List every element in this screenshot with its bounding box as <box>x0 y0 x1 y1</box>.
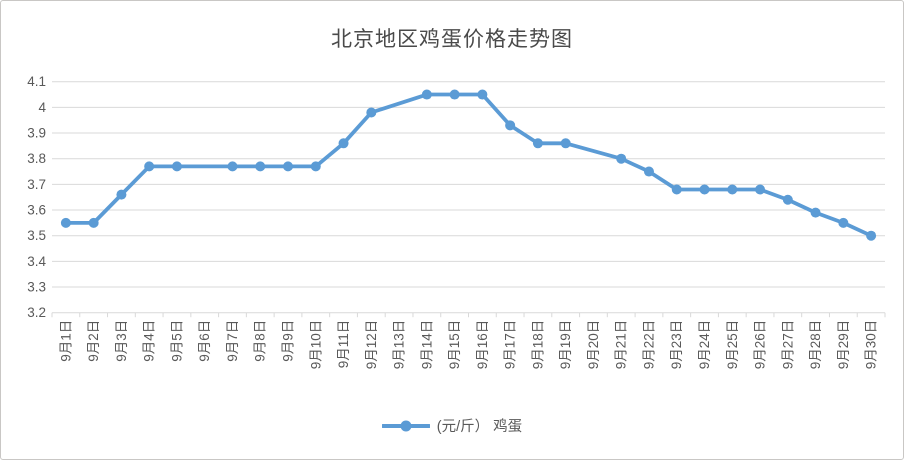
x-axis-label: 9月7日 <box>225 320 240 362</box>
x-axis-label: 9月22日 <box>641 320 656 370</box>
data-point-marker <box>755 184 766 195</box>
data-point-marker <box>116 189 127 200</box>
x-axis-label: 9月30日 <box>864 320 879 370</box>
x-axis-label: 9月6日 <box>197 320 212 362</box>
x-axis-label: 9月29日 <box>836 320 851 370</box>
data-point-marker <box>532 138 543 149</box>
data-point-marker <box>366 107 377 118</box>
x-axis-label: 9月20日 <box>586 320 601 370</box>
chart-title: 北京地区鸡蛋价格走势图 <box>331 27 573 51</box>
x-axis-label: 9月2日 <box>86 320 101 362</box>
legend-label: (元/斤） 鸡蛋 <box>436 419 523 435</box>
data-point-marker <box>699 184 710 195</box>
x-axis-label: 9月5日 <box>169 320 184 362</box>
x-axis-label: 9月18日 <box>530 320 545 370</box>
x-axis-label: 9月10日 <box>308 320 323 370</box>
data-point-marker <box>810 207 821 218</box>
data-point-marker <box>616 153 627 164</box>
y-axis-labels: 4.1 4 3.9 3.8 3.7 3.6 3.5 3.4 3.3 3.2 <box>27 74 46 320</box>
data-point-marker <box>560 138 571 149</box>
data-point-marker <box>477 89 488 100</box>
x-axis-label: 9月4日 <box>142 320 157 362</box>
data-point-marker <box>171 161 182 172</box>
x-axis-label: 9月16日 <box>475 320 490 370</box>
x-axis-label: 9月11日 <box>336 320 351 369</box>
price-series-line <box>63 92 874 238</box>
y-axis-label: 3.3 <box>27 280 46 295</box>
data-point-marker <box>338 138 349 149</box>
data-point-marker <box>283 161 294 172</box>
legend-line-marker-icon <box>381 420 430 431</box>
x-axis-label: 9月26日 <box>753 320 768 370</box>
x-axis-label: 9月19日 <box>558 320 573 370</box>
data-point-markers <box>60 89 877 241</box>
x-axis-label: 9月28日 <box>808 320 823 370</box>
y-axis-label: 4 <box>38 100 46 115</box>
x-axis-label: 9月1日 <box>58 320 73 362</box>
data-point-marker <box>421 89 432 100</box>
data-point-marker <box>144 161 155 172</box>
x-axis-label: 9月21日 <box>614 320 629 370</box>
x-axis-label: 9月8日 <box>253 320 268 362</box>
y-axis-label: 3.6 <box>27 203 46 218</box>
legend[interactable]: (元/斤） 鸡蛋 <box>1 415 903 436</box>
data-point-marker <box>60 217 71 228</box>
x-axis-label: 9月3日 <box>114 320 129 362</box>
x-axis-label: 9月17日 <box>503 320 518 370</box>
data-point-marker <box>255 161 266 172</box>
data-point-marker <box>643 166 654 177</box>
data-point-marker <box>227 161 238 172</box>
y-axis-label: 3.2 <box>27 305 46 320</box>
y-axis-label: 3.4 <box>27 254 46 269</box>
y-axis-label: 4.1 <box>27 74 46 89</box>
data-point-marker <box>310 161 321 172</box>
data-point-marker <box>866 230 877 241</box>
x-axis-label: 9月27日 <box>780 320 795 370</box>
x-axis-label: 9月24日 <box>697 320 712 370</box>
x-axis-label: 9月13日 <box>392 320 407 370</box>
y-axis-label: 3.7 <box>27 177 46 192</box>
x-axis-label: 9月9日 <box>281 320 296 362</box>
y-axis-label: 3.9 <box>27 126 46 141</box>
x-axis-label: 9月25日 <box>725 320 740 370</box>
data-point-marker <box>727 184 738 195</box>
x-axis-labels: 9月1日 9月2日 9月3日 9月4日 9月5日 9月6日 9月7日 9月8日 9月9日 9月10… <box>58 320 878 370</box>
data-point-marker <box>671 184 682 195</box>
data-point-marker <box>88 217 99 228</box>
data-point-marker <box>449 89 460 100</box>
y-axis-label: 3.5 <box>27 228 46 243</box>
x-axis-ticks <box>51 312 886 318</box>
data-point-marker <box>505 120 516 131</box>
gridlines <box>52 81 885 314</box>
x-axis-label: 9月14日 <box>419 320 434 370</box>
x-axis-label: 9月15日 <box>447 320 462 370</box>
data-point-marker <box>838 217 849 228</box>
x-axis-label: 9月12日 <box>364 320 379 370</box>
x-axis-label: 9月23日 <box>669 320 684 370</box>
y-axis-label: 3.8 <box>27 151 46 166</box>
data-point-marker <box>782 194 793 205</box>
